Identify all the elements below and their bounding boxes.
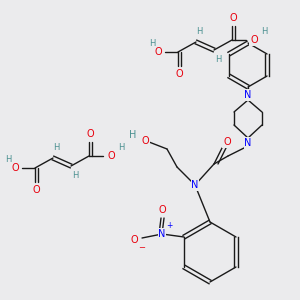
Text: O: O: [158, 205, 166, 215]
Text: H: H: [149, 40, 155, 49]
Text: H: H: [72, 172, 78, 181]
Text: N: N: [244, 138, 252, 148]
Text: H: H: [261, 28, 267, 37]
Text: O: O: [130, 235, 138, 245]
Text: H: H: [118, 143, 124, 152]
Text: O: O: [141, 136, 149, 146]
Text: O: O: [175, 69, 183, 79]
Text: −: −: [139, 244, 145, 253]
Text: O: O: [107, 151, 115, 161]
Text: H: H: [129, 130, 137, 140]
Text: O: O: [223, 137, 231, 147]
Text: N: N: [244, 90, 252, 100]
Text: H: H: [53, 143, 59, 152]
Text: +: +: [166, 221, 172, 230]
Text: H: H: [5, 155, 11, 164]
Text: H: H: [215, 56, 221, 64]
Text: O: O: [250, 35, 258, 45]
Text: N: N: [191, 180, 199, 190]
Text: N: N: [158, 229, 166, 239]
Text: O: O: [229, 13, 237, 23]
Text: O: O: [86, 129, 94, 139]
Text: H: H: [196, 28, 202, 37]
Text: O: O: [154, 47, 162, 57]
Text: O: O: [32, 185, 40, 195]
Text: O: O: [11, 163, 19, 173]
